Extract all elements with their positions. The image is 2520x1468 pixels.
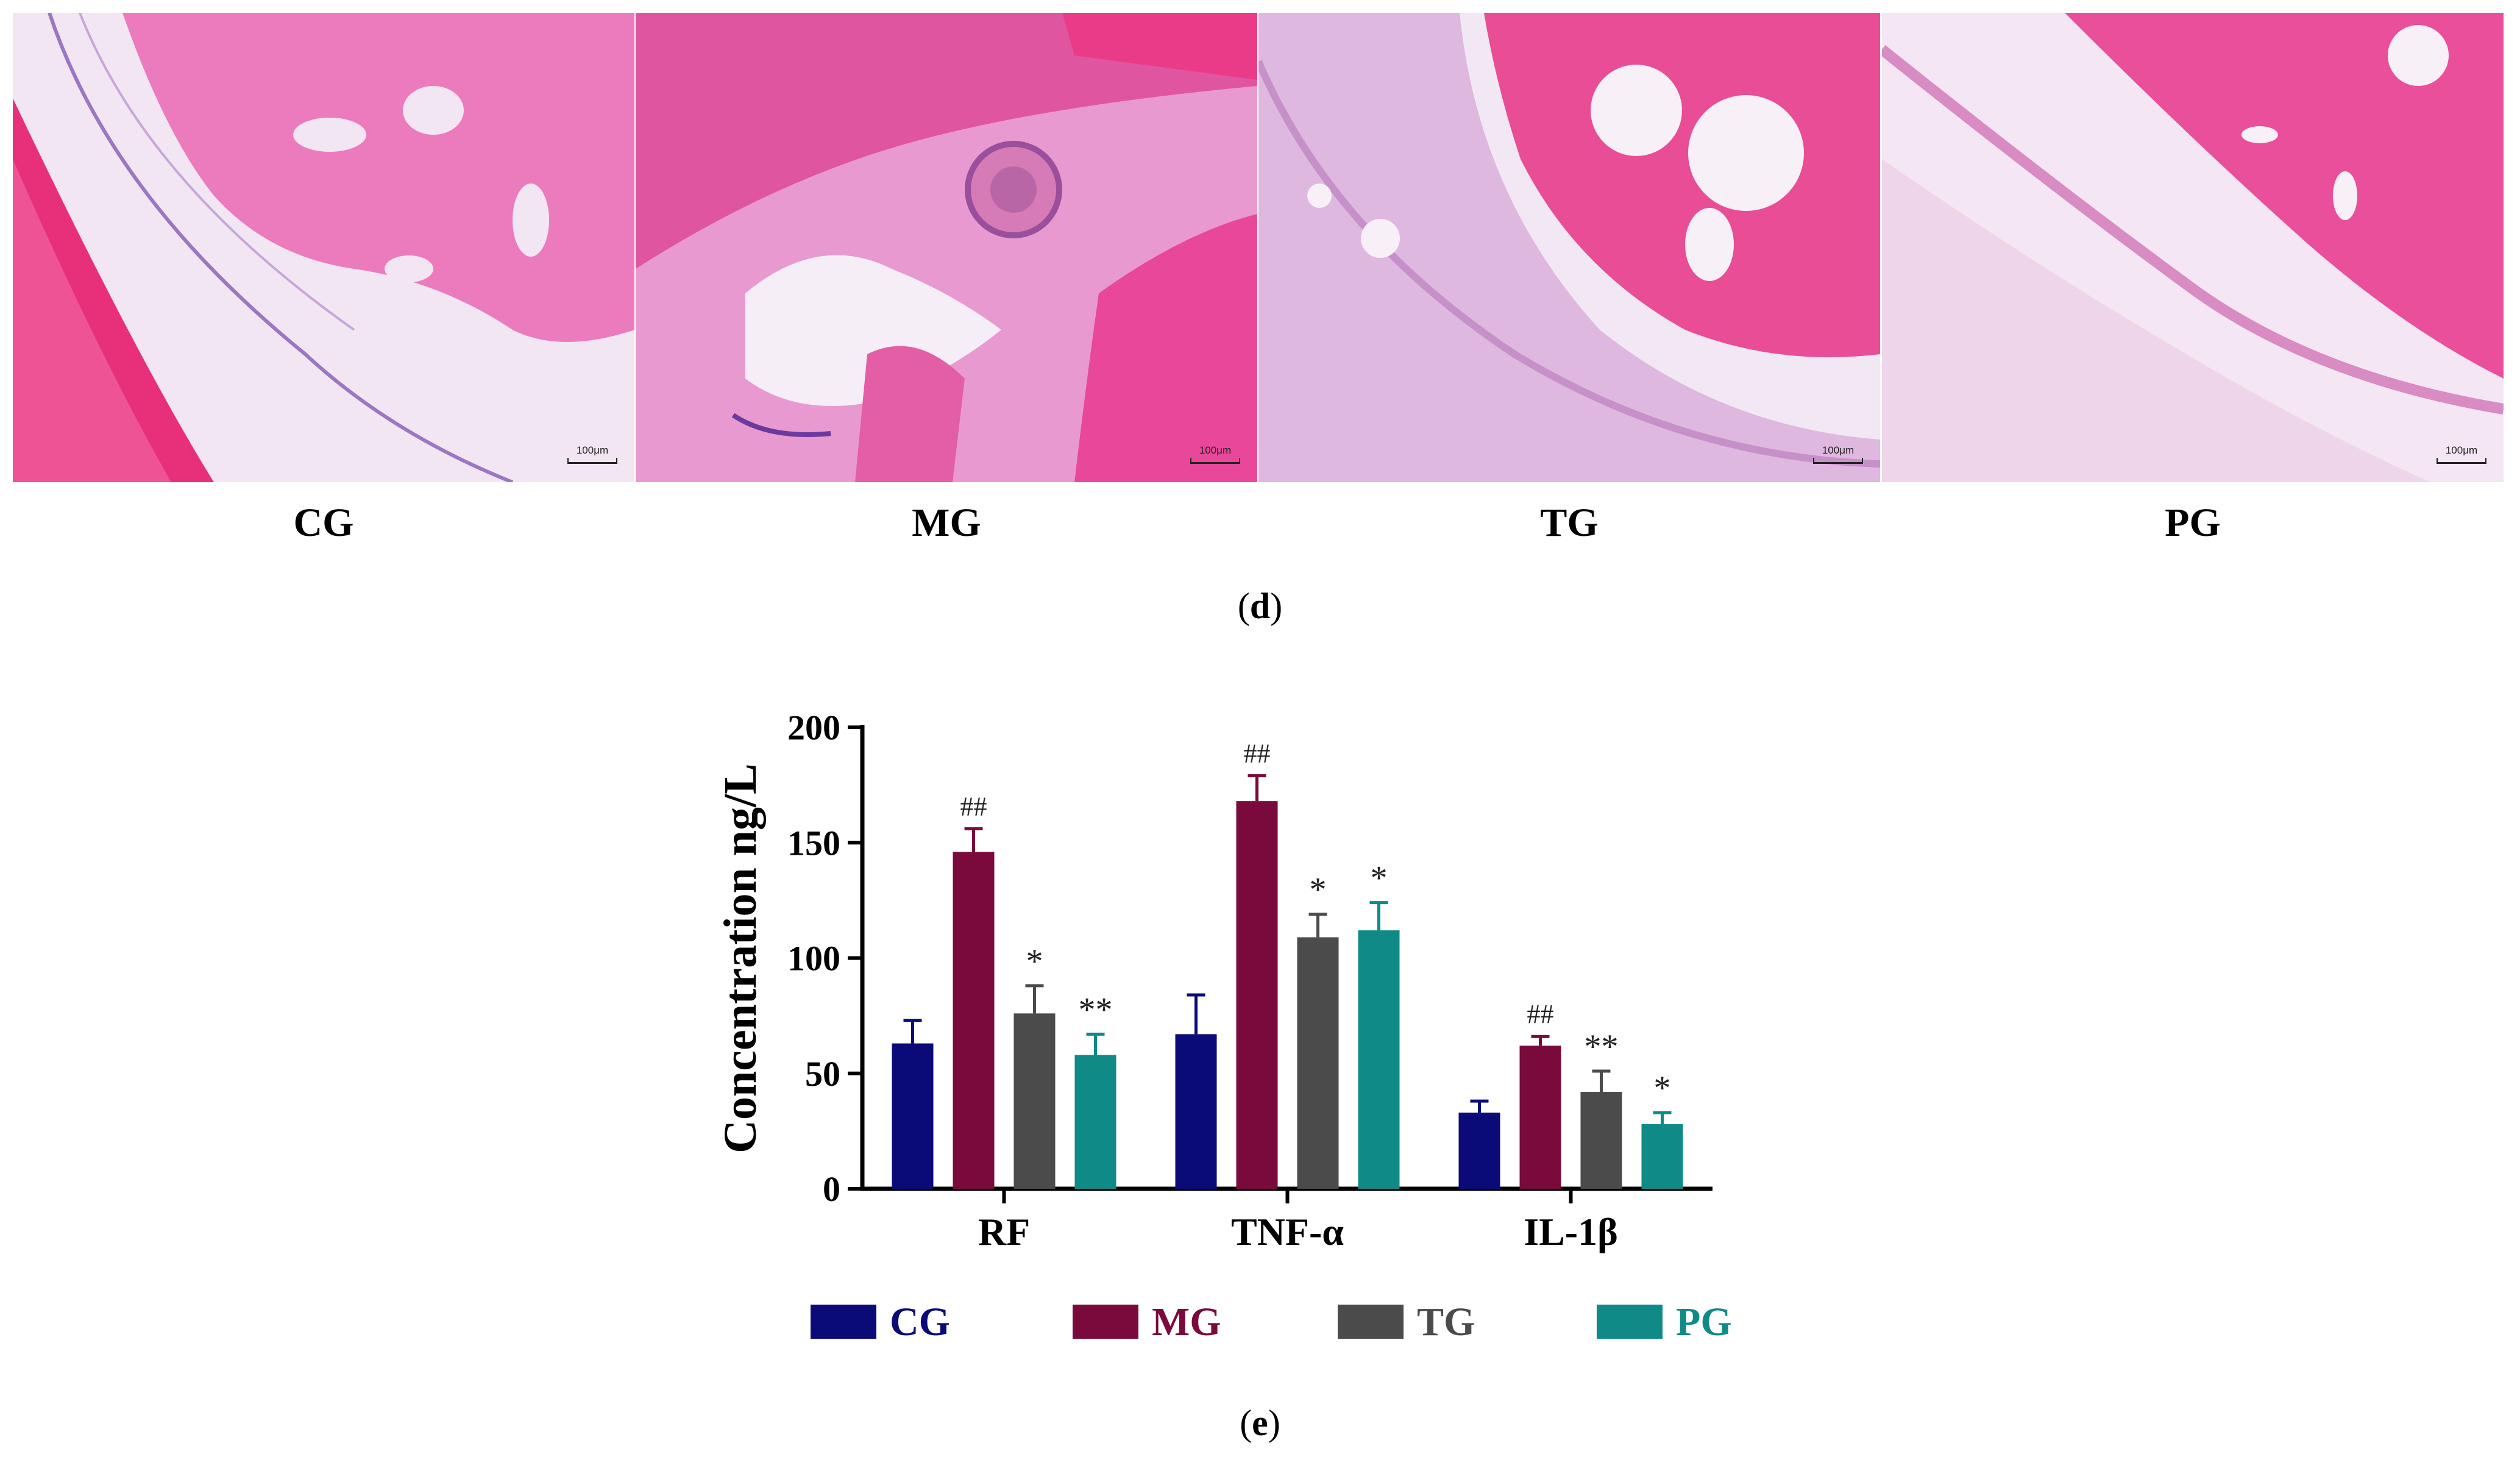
panel-label-tg: TG <box>1540 501 1599 545</box>
caption-e: (e) <box>1240 1403 1280 1443</box>
legend-swatch-mg <box>1073 1305 1138 1339</box>
bar-pg-2 <box>1641 1124 1683 1189</box>
significance-mark: ** <box>1079 991 1113 1028</box>
scale-bar: 100μm <box>1813 444 1863 464</box>
bar-tg-0 <box>1013 1013 1056 1189</box>
caption-d: (d) <box>1237 586 1283 626</box>
tissue-image-pg <box>1882 13 2504 482</box>
bar-cg-2 <box>1458 1113 1500 1189</box>
scale-bar: 100μm <box>567 444 617 464</box>
panel-label-mg: MG <box>912 501 981 545</box>
scale-bar-label: 100μm <box>1199 444 1232 456</box>
scale-bar-label: 100μm <box>576 444 609 456</box>
scale-bar: 100μm <box>2437 444 2486 464</box>
significance-mark: * <box>1371 860 1388 897</box>
significance-mark: ** <box>1585 1028 1619 1066</box>
bar-cg-0 <box>892 1043 934 1189</box>
significance-mark: ## <box>1527 999 1554 1029</box>
legend-swatch-cg <box>811 1305 876 1339</box>
y-tick-label: 100 <box>787 939 840 978</box>
panel-label-cg: CG <box>293 501 354 545</box>
bar-mg-1 <box>1236 801 1278 1189</box>
y-tick-label: 50 <box>805 1054 840 1094</box>
legend-label-cg: CG <box>890 1300 950 1344</box>
y-axis-label: Concentration ng/L <box>715 763 766 1153</box>
significance-mark: * <box>1026 942 1043 980</box>
legend-label-mg: MG <box>1152 1300 1221 1344</box>
tissue-image-cg <box>13 13 634 482</box>
scale-bar: 100μm <box>1190 444 1240 464</box>
x-tick-label: RF <box>978 1210 1030 1253</box>
legend-swatch-pg <box>1597 1305 1663 1339</box>
significance-mark: * <box>1654 1069 1671 1107</box>
bar-pg-0 <box>1074 1055 1116 1189</box>
tissue-image-tg <box>1258 13 1880 482</box>
bar-mg-2 <box>1519 1046 1561 1189</box>
bar-pg-1 <box>1358 930 1400 1189</box>
bar-tg-1 <box>1297 937 1339 1189</box>
panel-label-pg: PG <box>2165 501 2221 545</box>
histology-panel-pg: 100μm <box>1882 13 2504 482</box>
significance-mark: ## <box>960 792 987 822</box>
x-tick-label: IL-1β <box>1524 1210 1618 1253</box>
legend-label-tg: TG <box>1417 1300 1475 1344</box>
legend-swatch-tg <box>1338 1305 1404 1339</box>
y-tick-label: 150 <box>787 823 840 863</box>
bar-mg-0 <box>953 852 995 1189</box>
histology-panel-cg: 100μm <box>13 13 634 482</box>
significance-mark: ## <box>1244 738 1271 768</box>
significance-mark: * <box>1310 871 1327 909</box>
histology-panel-mg: 100μm <box>636 13 1257 482</box>
bar-cg-1 <box>1175 1034 1217 1189</box>
scale-bar-label: 100μm <box>2445 444 2478 456</box>
bar-tg-2 <box>1580 1092 1622 1189</box>
y-tick-label: 0 <box>823 1169 840 1209</box>
scale-bar-label: 100μm <box>1822 444 1855 456</box>
tissue-image-mg <box>636 13 1257 482</box>
histology-panel-tg: 100μm <box>1258 13 1880 482</box>
caption-e-letter: e <box>1252 1403 1268 1443</box>
x-tick-label: TNF-α <box>1231 1210 1344 1253</box>
caption-d-letter: d <box>1249 586 1271 626</box>
y-tick-label: 200 <box>787 708 840 747</box>
legend-label-pg: PG <box>1676 1300 1732 1344</box>
